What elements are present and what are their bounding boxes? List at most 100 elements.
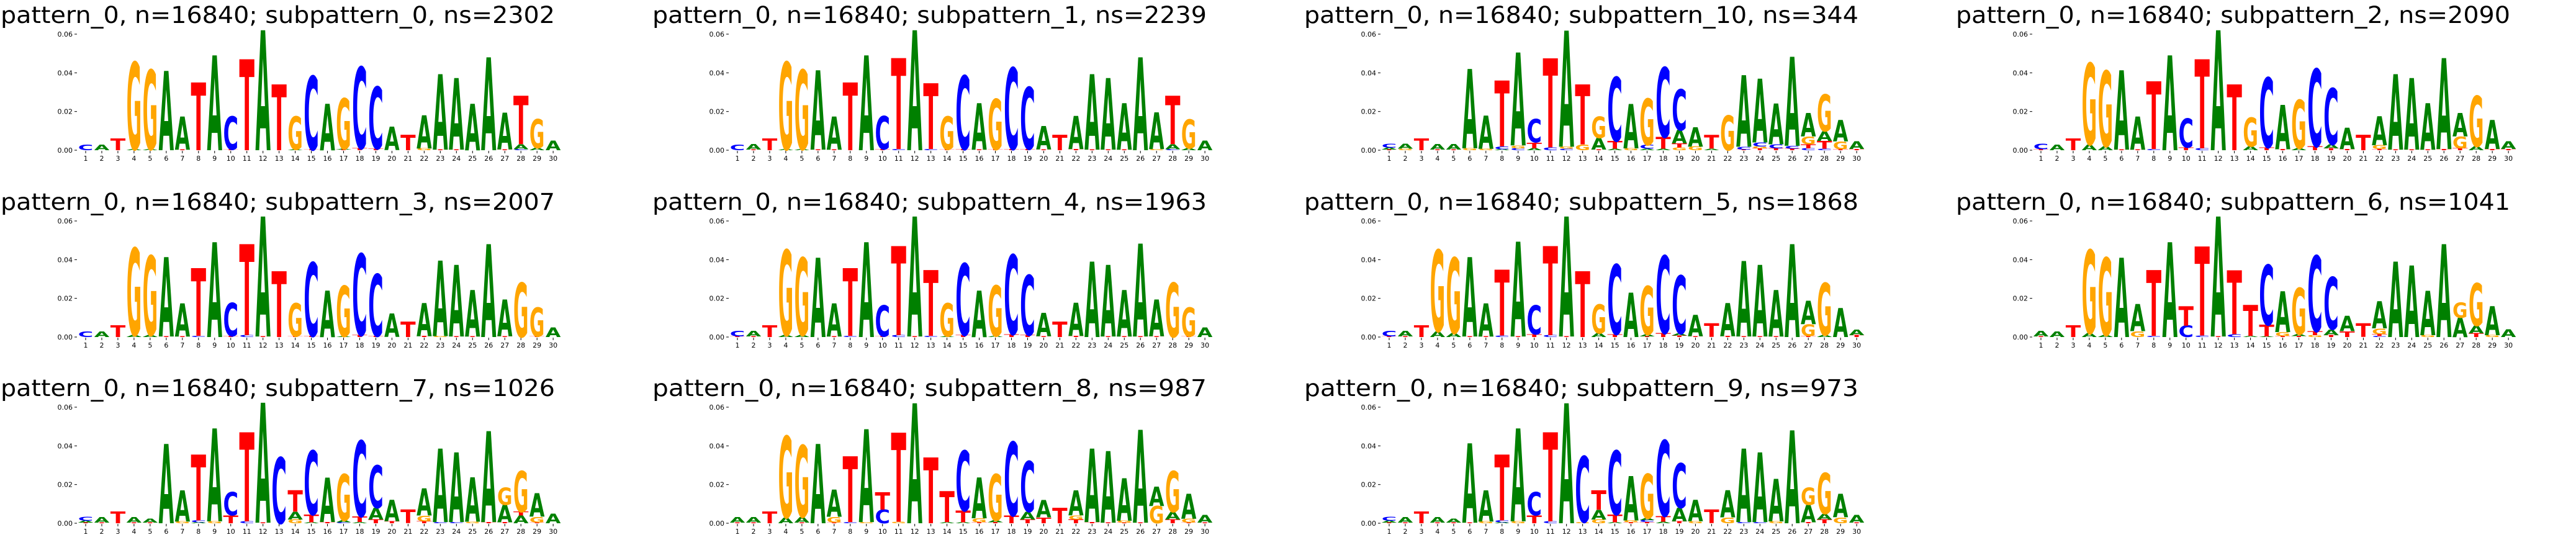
panel-title: pattern_0, n=16840; subpattern_7, ns=102…: [1, 375, 555, 402]
logo-letter-A: A: [127, 149, 142, 151]
x-tick-label: 3: [115, 528, 120, 536]
logo-letter-A: A: [1736, 429, 1752, 540]
y-tick-label: 0.02: [58, 108, 73, 116]
x-tick-label: 16: [2279, 341, 2287, 349]
logo-letter-G: G: [1462, 148, 1478, 151]
logo-letter-A: A: [1398, 515, 1413, 524]
x-tick-label: 7: [180, 528, 184, 536]
logo-letter-A: A: [2436, 34, 2452, 179]
logo-letter-G: G: [795, 48, 810, 175]
logo-letter-A: A: [746, 329, 762, 338]
x-tick-label: 16: [1627, 341, 1636, 349]
x-tick-label: 10: [1530, 155, 1539, 163]
logo-letter-C: C: [1495, 145, 1510, 150]
logo-letter-A: A: [907, 184, 922, 376]
x-tick-label: 30: [549, 528, 557, 536]
logo-letter-A: A: [529, 487, 545, 524]
logo-letter-C: C: [223, 294, 238, 347]
logo-letter-T: T: [1020, 335, 1035, 338]
logo-letter-A: A: [1101, 59, 1116, 173]
logo-letter-T: T: [795, 523, 810, 524]
logo-letter-G: G: [988, 86, 1003, 166]
logo-letter-A: A: [1768, 277, 1784, 352]
logo-letter-T: T: [971, 522, 987, 524]
logo-letter-A: A: [1833, 488, 1849, 525]
x-tick-label: 3: [1419, 341, 1423, 349]
logo-letter-C: C: [1607, 60, 1623, 162]
logo-letter-T: T: [1479, 336, 1494, 338]
logo-letter-G: G: [778, 415, 794, 540]
logo-letter-A: A: [1672, 127, 1687, 148]
x-tick-label: 6: [164, 155, 168, 163]
logo-letter-T: T: [1020, 149, 1035, 151]
logo-letter-T: T: [988, 522, 1003, 524]
logo-letter-C: C: [2178, 110, 2194, 157]
x-tick-label: 10: [227, 528, 235, 536]
logo-letter-A: A: [1068, 107, 1084, 160]
logo-letter-G: G: [465, 521, 480, 524]
logo-letter-A: A: [2163, 217, 2178, 368]
x-tick-label: 9: [2168, 155, 2172, 163]
logo-letter-C: C: [923, 149, 939, 151]
x-tick-label: 24: [2407, 341, 2416, 349]
logo-letter-T: T: [1655, 134, 1671, 153]
logo-letter-C: C: [239, 335, 254, 338]
logo-letter-G: G: [778, 40, 794, 178]
logo-letter-G: G: [336, 85, 351, 165]
y-tick-label: 0.00: [58, 146, 73, 155]
logo-letter-G: G: [417, 148, 432, 151]
logo-letter-C: C: [875, 506, 890, 528]
logo-letter-A: A: [2340, 312, 2355, 336]
x-tick-label: 14: [291, 341, 300, 349]
x-tick-label: 25: [1120, 155, 1128, 163]
logo-letter-T: T: [2259, 322, 2274, 341]
logo-letter-A: A: [368, 505, 384, 523]
logo-letter-G: G: [988, 272, 1003, 352]
x-tick-label: 4: [1435, 341, 1439, 349]
logo-letter-A: A: [1101, 432, 1116, 540]
logo-letter-A: A: [1623, 464, 1639, 535]
logo-letter-A: A: [1785, 220, 1800, 368]
logo-letter-G: G: [513, 269, 529, 355]
logo-letter-A: A: [1133, 219, 1148, 367]
logo-letter-G: G: [497, 483, 513, 511]
logo-letter-A: A: [730, 515, 745, 524]
logo-letter-G: G: [287, 518, 303, 524]
logo-panel: pattern_0, n=16840; subpattern_1, ns=223…: [652, 0, 1212, 190]
logo-letter-A: A: [94, 330, 110, 339]
logo-letter-G: G: [1639, 462, 1655, 533]
logo-letter-G: G: [988, 461, 1003, 536]
x-tick-label: 22: [2375, 341, 2384, 349]
logo-letter-T: T: [1542, 34, 1558, 176]
x-tick-label: 1: [1387, 528, 1392, 536]
logo-letter-C: C: [368, 71, 384, 169]
logo-letter-T: T: [239, 35, 254, 180]
x-tick-label: 14: [943, 528, 952, 536]
logo-letter-T: T: [2436, 149, 2452, 151]
logo-letter-C: C: [2372, 336, 2387, 338]
logo-letter-T: T: [529, 336, 545, 338]
logo-letter-A: A: [1720, 294, 1736, 347]
y-tick-label: 0.00: [1361, 520, 1377, 528]
x-tick-label: 23: [436, 155, 444, 163]
y-tick-label: 0.04: [2013, 256, 2029, 264]
logo-letter-A: A: [255, 184, 271, 376]
x-tick-label: 23: [1739, 528, 1748, 536]
logo-letter-C: C: [2194, 335, 2210, 338]
logo-letter-C: C: [1768, 143, 1784, 150]
x-tick-label: 2: [751, 528, 755, 536]
logo-letter-A: A: [513, 513, 529, 526]
x-tick-label: 18: [355, 155, 364, 163]
x-tick-label: 2: [1403, 341, 1407, 349]
x-tick-label: 30: [2504, 341, 2513, 349]
y-tick-label: 0.06: [709, 30, 725, 38]
logo-letter-A: A: [143, 518, 158, 524]
logo-letter-G: G: [1149, 149, 1164, 151]
logo-letter-T: T: [78, 523, 94, 524]
x-tick-label: 23: [1088, 155, 1096, 163]
y-tick-label: 0.04: [709, 256, 725, 264]
logo-letter-T: T: [400, 130, 416, 155]
x-tick-label: 11: [1546, 155, 1555, 163]
logo-letter-T: T: [746, 523, 762, 524]
y-tick-label: 0.00: [2013, 146, 2029, 155]
